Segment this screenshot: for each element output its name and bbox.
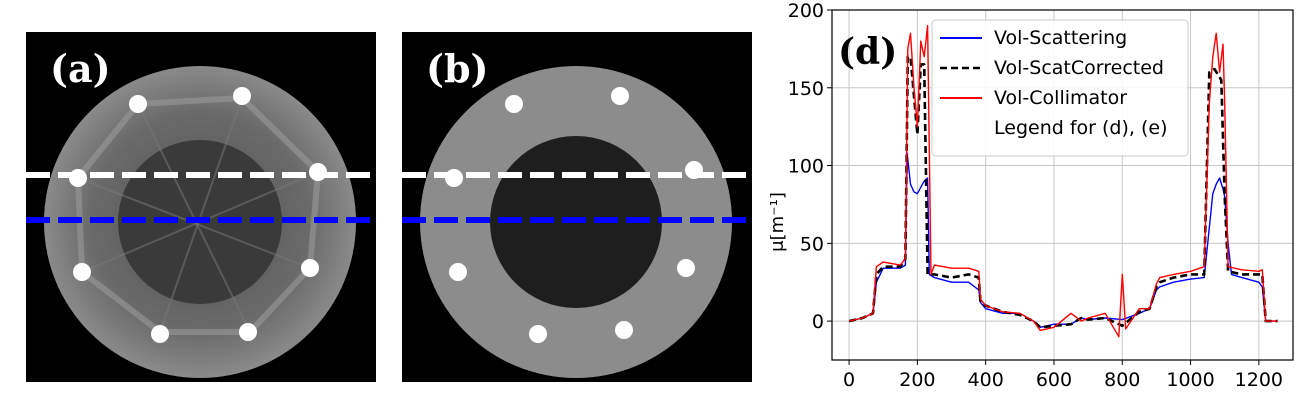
series-line-vol-scatcorrected [848, 55, 1278, 329]
insert-rod [505, 95, 523, 113]
insert-rod [151, 325, 169, 343]
panel-label-a: (a) [50, 46, 111, 91]
ct-slice-panel-b: (b) [402, 32, 752, 382]
insert-rod [301, 259, 319, 277]
legend-note: Legend for (d), (e) [994, 117, 1167, 139]
legend-box [931, 19, 1189, 157]
x-tick-label: 1200 [1235, 369, 1283, 391]
insert-rod [239, 323, 257, 341]
insert-rod [611, 87, 629, 105]
panel-label-d: (d) [838, 31, 897, 73]
line-chart: 0 200 400 600 800 1000 1200 0 50 100 150 200 (d) μ[… [770, 0, 1294, 391]
insert-rod [73, 263, 91, 281]
y-tick-label: 0 [812, 311, 824, 333]
insert-rod [449, 263, 467, 281]
legend: Vol-Scattering Vol-ScatCorrected Vol-Colli… [931, 19, 1189, 157]
panel-label-b: (b) [426, 46, 489, 91]
x-tick-label: 800 [1104, 369, 1140, 391]
x-tick-label: 1000 [1166, 369, 1214, 391]
legend-entry: Vol-ScatCorrected [994, 57, 1164, 79]
insert-rod [233, 87, 251, 105]
y-axis-label: μ[m⁻¹] [770, 192, 788, 252]
ct-slice-panel-a: (a) [26, 32, 376, 382]
series-line-vol-collimator [848, 24, 1278, 338]
y-tick-label: 200 [788, 0, 824, 22]
y-tick-label: 50 [800, 233, 824, 255]
insert-rod [529, 325, 547, 343]
insert-rod [615, 321, 633, 339]
x-tick-label: 200 [899, 369, 935, 391]
insert-rod [129, 95, 147, 113]
x-tick-label: 400 [968, 369, 1004, 391]
series-line-vol-scattering [848, 152, 1278, 328]
y-tick-label: 100 [788, 156, 824, 178]
y-tick-label: 150 [788, 78, 824, 100]
legend-entry: Vol-Collimator [994, 87, 1127, 109]
ticks: 0 200 400 600 800 1000 1200 0 50 100 150 200 [788, 0, 1283, 391]
series-layer [848, 24, 1278, 338]
legend-entry: Vol-Scattering [994, 27, 1127, 49]
plot-frame [831, 9, 1294, 361]
insert-rod [677, 259, 695, 277]
x-tick-label: 0 [843, 369, 855, 391]
x-tick-label: 600 [1036, 369, 1072, 391]
